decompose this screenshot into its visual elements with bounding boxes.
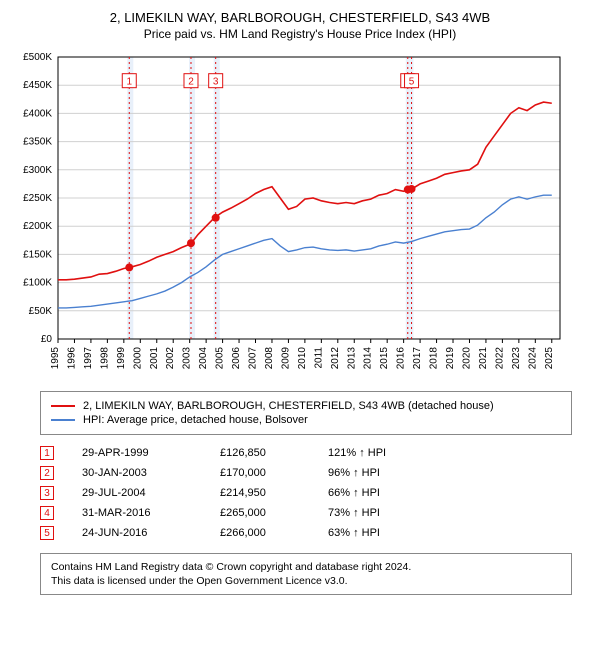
svg-text:2013: 2013 [346,347,357,370]
svg-text:2023: 2023 [511,347,522,370]
legend-item: 2, LIMEKILN WAY, BARLBOROUGH, CHESTERFIE… [51,400,561,412]
svg-text:2022: 2022 [494,347,505,370]
sale-hpi: 66% ↑ HPI [328,487,428,499]
svg-text:2007: 2007 [248,347,259,370]
svg-text:1996: 1996 [66,347,77,370]
sale-marker-icon: 3 [40,486,54,500]
svg-text:£100K: £100K [23,278,52,289]
svg-text:1999: 1999 [116,347,127,370]
title-sub: Price paid vs. HM Land Registry's House … [10,27,590,41]
svg-text:5: 5 [409,77,415,88]
svg-text:2008: 2008 [264,347,275,370]
sale-marker-icon: 1 [40,446,54,460]
svg-text:2005: 2005 [215,347,226,370]
sale-price: £126,850 [220,447,300,459]
sale-row: 1 29-APR-1999 £126,850 121% ↑ HPI [40,443,550,463]
svg-text:1997: 1997 [83,347,94,370]
sale-price: £170,000 [220,467,300,479]
svg-text:2019: 2019 [445,347,456,370]
sale-marker-icon: 4 [40,506,54,520]
sale-date: 29-APR-1999 [82,447,192,459]
sale-hpi: 63% ↑ HPI [328,527,428,539]
sale-price: £265,000 [220,507,300,519]
sale-price: £214,950 [220,487,300,499]
sale-hpi: 73% ↑ HPI [328,507,428,519]
svg-text:£0: £0 [41,334,53,345]
title-main: 2, LIMEKILN WAY, BARLBOROUGH, CHESTERFIE… [10,10,590,25]
svg-text:3: 3 [213,77,219,88]
svg-text:2000: 2000 [132,347,143,370]
svg-text:2001: 2001 [149,347,160,370]
sale-hpi: 96% ↑ HPI [328,467,428,479]
sale-row: 5 24-JUN-2016 £266,000 63% ↑ HPI [40,523,550,543]
svg-text:£350K: £350K [23,137,52,148]
legend-swatch [51,419,75,421]
svg-text:2021: 2021 [478,347,489,370]
sale-hpi: 121% ↑ HPI [328,447,428,459]
legend-swatch [51,405,75,407]
legend-item: HPI: Average price, detached house, Bols… [51,414,561,426]
sale-date: 29-JUL-2004 [82,487,192,499]
svg-text:£500K: £500K [23,52,52,63]
svg-text:2009: 2009 [280,347,291,370]
svg-text:2016: 2016 [396,347,407,370]
svg-text:2011: 2011 [313,347,324,369]
svg-text:2025: 2025 [544,347,555,370]
svg-text:2006: 2006 [231,347,242,370]
svg-text:£400K: £400K [23,108,52,119]
sale-marker-icon: 5 [40,526,54,540]
svg-text:£50K: £50K [29,306,53,317]
svg-text:1998: 1998 [99,347,110,370]
sale-date: 24-JUN-2016 [82,527,192,539]
footer-line-2: This data is licensed under the Open Gov… [51,574,561,588]
price-chart: £0 £50K £100K £150K £200K £250K £300K £350K £400… [10,49,570,379]
chart-container: £0 £50K £100K £150K £200K £250K £300K £350K £400… [10,49,590,379]
sale-row: 3 29-JUL-2004 £214,950 66% ↑ HPI [40,483,550,503]
svg-text:£450K: £450K [23,80,52,91]
svg-text:£300K: £300K [23,165,52,176]
svg-text:2003: 2003 [182,347,193,370]
svg-text:2015: 2015 [379,347,390,370]
sale-date: 30-JAN-2003 [82,467,192,479]
svg-text:2004: 2004 [198,347,209,370]
svg-text:2010: 2010 [297,347,308,370]
sale-marker-icon: 2 [40,466,54,480]
sales-table: 1 29-APR-1999 £126,850 121% ↑ HPI 2 30-JAN-20… [40,443,550,543]
sale-row: 2 30-JAN-2003 £170,000 96% ↑ HPI [40,463,550,483]
legend-label: HPI: Average price, detached house, Bols… [83,414,308,426]
footer-attribution: Contains HM Land Registry data © Crown c… [40,553,572,595]
sale-price: £266,000 [220,527,300,539]
svg-text:2018: 2018 [429,347,440,370]
svg-text:£250K: £250K [23,193,52,204]
sale-date: 31-MAR-2016 [82,507,192,519]
chart-titles: 2, LIMEKILN WAY, BARLBOROUGH, CHESTERFIE… [10,10,590,41]
svg-text:2: 2 [188,77,194,88]
svg-text:£150K: £150K [23,249,52,260]
svg-text:2020: 2020 [461,347,472,370]
svg-text:2024: 2024 [527,347,538,370]
svg-text:1995: 1995 [50,347,61,370]
svg-text:2012: 2012 [330,347,341,370]
sale-row: 4 31-MAR-2016 £265,000 73% ↑ HPI [40,503,550,523]
svg-text:2002: 2002 [165,347,176,370]
legend: 2, LIMEKILN WAY, BARLBOROUGH, CHESTERFIE… [40,391,572,435]
svg-text:1: 1 [126,77,132,88]
legend-label: 2, LIMEKILN WAY, BARLBOROUGH, CHESTERFIE… [83,400,494,412]
svg-text:2017: 2017 [412,347,423,370]
footer-line-1: Contains HM Land Registry data © Crown c… [51,560,561,574]
svg-text:£200K: £200K [23,221,52,232]
svg-text:2014: 2014 [363,347,374,370]
